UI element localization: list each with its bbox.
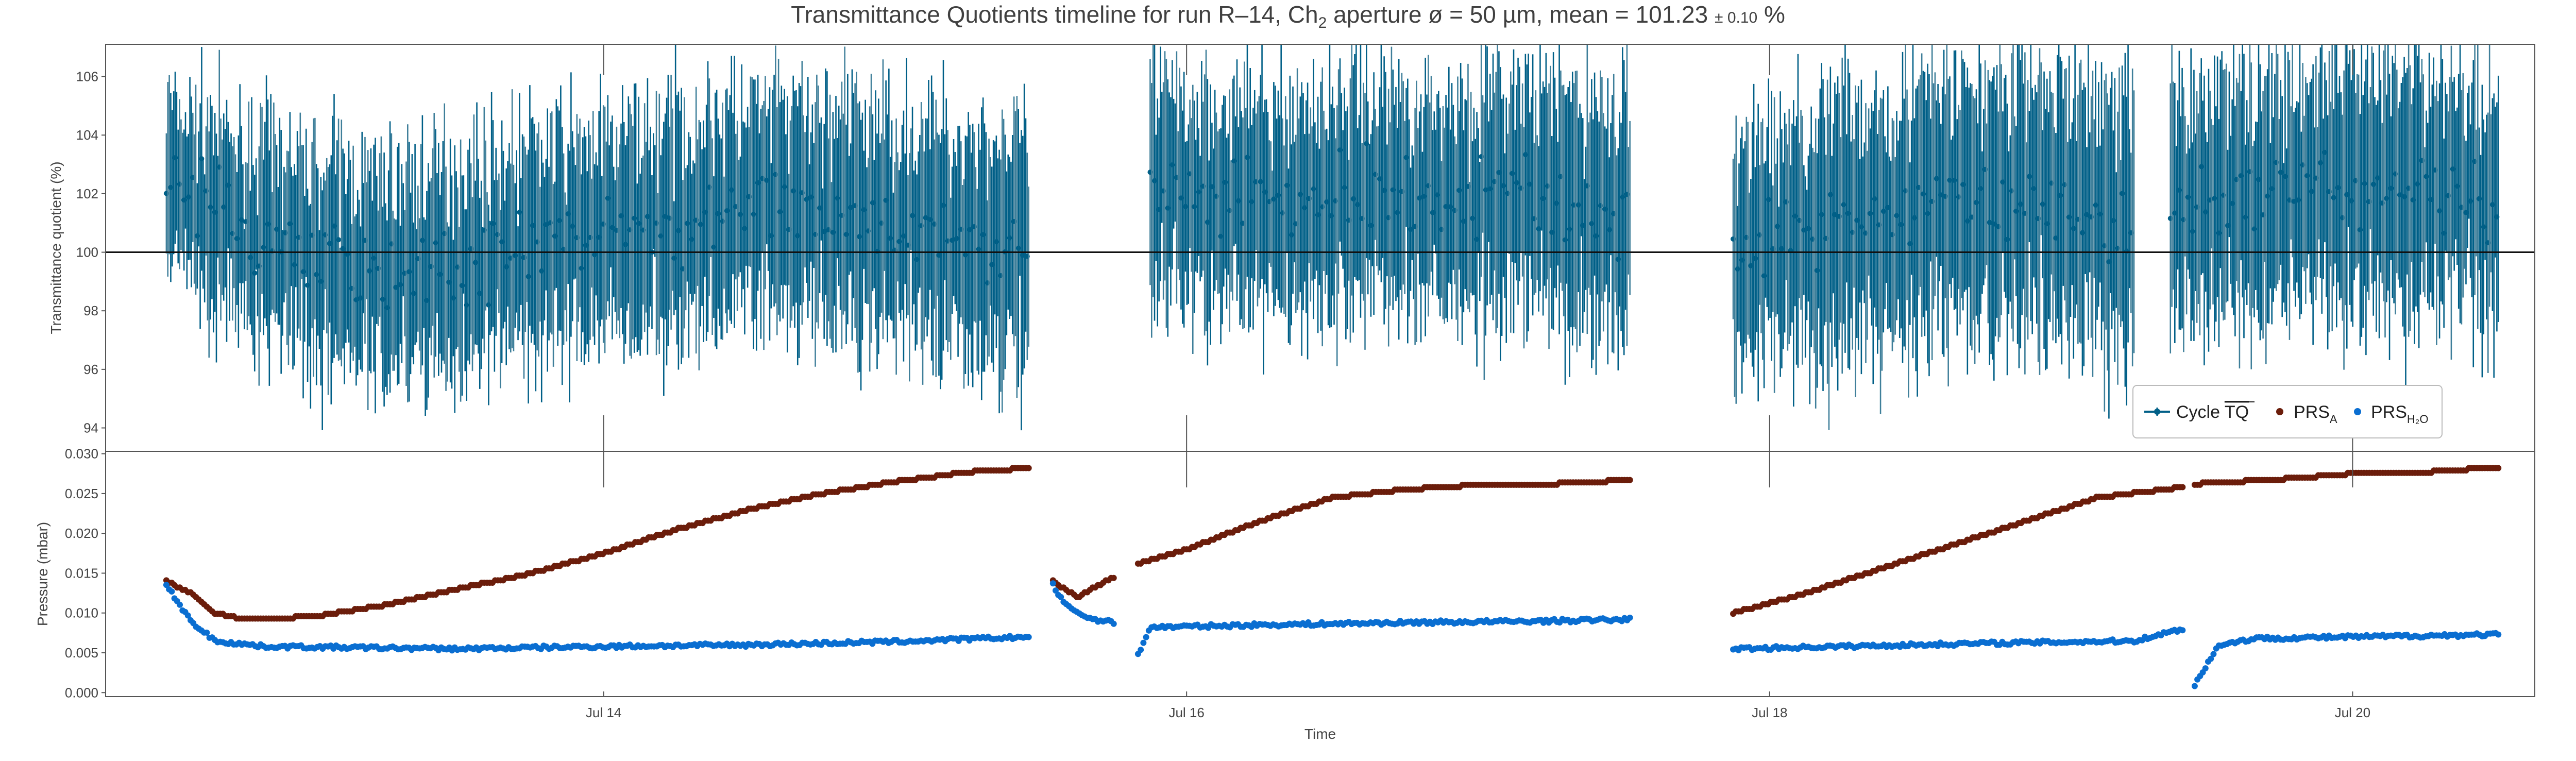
prs-h2o-point [204,629,210,636]
legend-label-prs-a: PRSA [2294,402,2337,426]
tq-point [252,270,258,276]
bottom-panel: 0.000 0.005 0.010 0.015 0.020 0.025 0.030 Press… [35,446,2535,700]
tq-series [163,44,2500,431]
prs-h2o-point [1626,614,1633,621]
prs-h2o-point [2202,665,2209,672]
top-ylabel: Transmittance quotient (%) [48,161,64,334]
bottom-ytick-label: 0.005 [65,645,98,661]
legend-label-prs-h2o: PRSH₂O [2371,402,2428,426]
prs-h2o-point [1049,580,1056,587]
bottom-ytick-label: 0.030 [65,446,98,462]
prs-h2o-point [2208,655,2214,662]
bottom-ylabel: Pressure (mbar) [35,522,50,626]
top-ytick-label: 102 [76,186,98,201]
bottom-ytick-label: 0.015 [65,565,98,581]
prs-h2o-point [184,612,191,619]
x-tick-label: Jul 14 [586,705,621,720]
bottom-ytick-label: 0.025 [65,486,98,501]
prs-a-point [2179,484,2186,491]
prs-a-point [2495,465,2502,471]
top-ytick-label: 104 [76,127,98,143]
legend-errorbar-dot [2154,409,2160,415]
prs-h2o-point [1138,647,1144,653]
chart-title: Transmittance Quotients timeline for run… [791,1,1785,31]
prs-h2o-series [163,580,2502,689]
prs-a-series [163,465,2502,622]
top-ytick-label: 98 [83,303,98,318]
prs-h2o-point [163,582,170,588]
bottom-ytick-label: 0.000 [65,685,98,700]
prs-h2o-point [2495,631,2502,638]
legend-box [2132,385,2443,438]
prs-h2o-point [1025,634,1032,640]
top-ytick-label: 94 [83,420,98,436]
prs-a-point [1110,574,1117,581]
x-axis: Jul 14 Jul 16 Jul 18 Jul 20 Time [586,44,2370,742]
x-axis-label: Time [1304,726,1336,742]
tq-point [336,237,342,243]
bottom-ytick-label: 0.020 [65,526,98,541]
bottom-axes-frame [105,451,2535,697]
prs-h2o-point [1140,639,1147,646]
prs-h2o-point [2179,627,2186,634]
top-panel: 94 96 98 100 102 104 106 Transmittance quotient… [48,44,2535,452]
prs-h2o-point [2191,683,2198,689]
top-ytick-label: 106 [76,69,98,84]
prs-h2o-point [1052,587,1059,594]
x-tick-label: Jul 18 [1752,705,1787,720]
legend-dot-prs-a [2276,408,2283,415]
x-tick-label: Jul 20 [2335,705,2370,720]
top-ytick-label: 96 [83,362,98,377]
top-ytick-label: 100 [76,245,98,260]
prs-h2o-point [168,588,175,595]
bottom-ytick-label: 0.010 [65,605,98,621]
prs-h2o-point [177,601,183,608]
pressure-series [163,465,2502,689]
legend-dot-prs-h2o [2354,408,2361,415]
legend-label-tq: Cycle TQ [2176,402,2249,422]
prs-h2o-point [2210,651,2217,657]
x-tick-label: Jul 16 [1168,705,1204,720]
prs-h2o-point [1058,594,1064,600]
prs-h2o-point [1143,634,1149,640]
prs-a-point [1626,477,1633,483]
prs-h2o-point [1110,620,1117,627]
prs-a-point [1025,465,1032,471]
legend: Cycle TQ PRSA PRSH₂O [2132,385,2443,438]
